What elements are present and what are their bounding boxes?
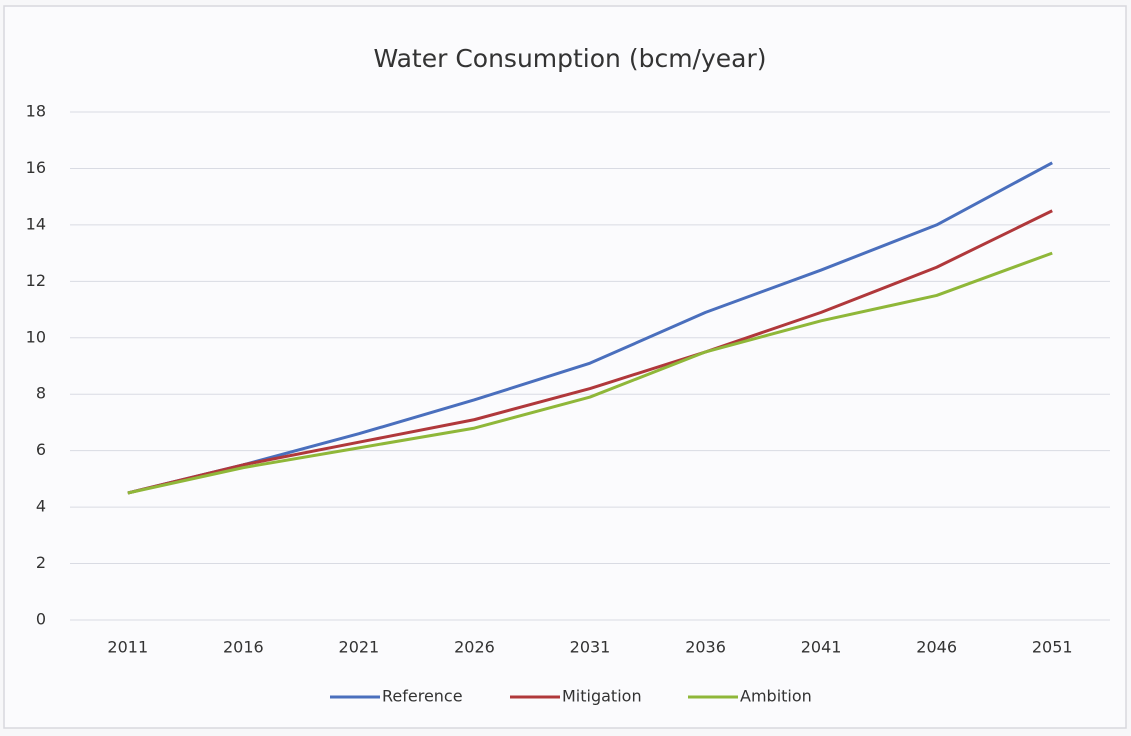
line-series [127, 209, 1053, 495]
y-tick-label: 16 [26, 158, 46, 177]
y-tick-label: 18 [26, 102, 46, 121]
y-tick-label: 10 [26, 327, 46, 346]
chart-frame [3, 5, 1127, 729]
legend-label: Reference [382, 687, 463, 706]
line-series [127, 251, 1053, 495]
x-tick-label: 2011 [107, 638, 148, 657]
x-tick-label: 2016 [223, 638, 264, 657]
x-tick-label: 2046 [916, 638, 957, 657]
x-tick-label: 2041 [801, 638, 842, 657]
line-series [127, 161, 1053, 495]
legend-label: Mitigation [562, 687, 642, 706]
y-tick-label: 12 [26, 271, 46, 290]
y-tick-label: 14 [26, 214, 46, 233]
y-tick-label: 4 [36, 497, 46, 516]
legend-label: Ambition [740, 687, 812, 706]
x-tick-label: 2031 [570, 638, 611, 657]
y-tick-label: 0 [36, 610, 46, 629]
x-tick-label: 2051 [1032, 638, 1073, 657]
x-tick-label: 2036 [685, 638, 726, 657]
chart-title: Water Consumption (bcm/year) [373, 44, 766, 73]
y-tick-label: 2 [36, 553, 46, 572]
x-tick-label: 2021 [339, 638, 380, 657]
y-tick-label: 8 [36, 384, 46, 403]
y-tick-label: 6 [36, 440, 46, 459]
x-tick-label: 2026 [454, 638, 495, 657]
